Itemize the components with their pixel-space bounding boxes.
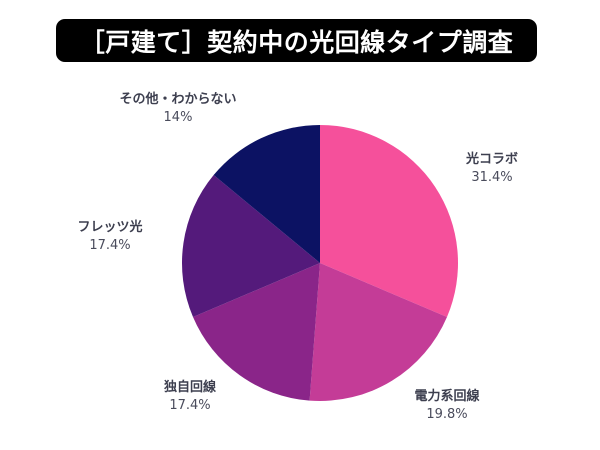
chart-title: ［戸建て］契約中の光回線タイプ調査	[79, 27, 514, 57]
slice-label-value: 14%	[163, 110, 193, 125]
slice-label-value: 31.4%	[471, 170, 513, 185]
pie-slice	[193, 263, 320, 401]
slice-label-name: その他・わからない	[119, 92, 237, 107]
pie-slice	[320, 125, 458, 318]
slice-label: 光コラボ 31.4%	[466, 151, 518, 187]
slice-label-value: 17.4%	[89, 238, 131, 253]
slice-label-name: 光コラボ	[465, 152, 519, 167]
pie-slice	[213, 125, 320, 263]
slice-label: 電力系回線 19.8%	[414, 388, 479, 424]
slice-label: その他・わからない 14%	[119, 91, 236, 127]
slice-label: 独自回線 17.4%	[164, 379, 216, 415]
slice-label-name: フレッツ光	[77, 220, 143, 235]
slice-label: フレッツ光 17.4%	[77, 219, 142, 255]
pie-slice	[309, 263, 447, 401]
chart-title-banner: ［戸建て］契約中の光回線タイプ調査	[56, 19, 537, 62]
slice-label-value: 17.4%	[169, 398, 211, 413]
slice-label-name: 電力系回線	[414, 389, 480, 404]
pie-slice	[181, 175, 320, 318]
slice-label-name: 独自回線	[163, 380, 217, 395]
slice-label-value: 19.8%	[426, 407, 468, 422]
